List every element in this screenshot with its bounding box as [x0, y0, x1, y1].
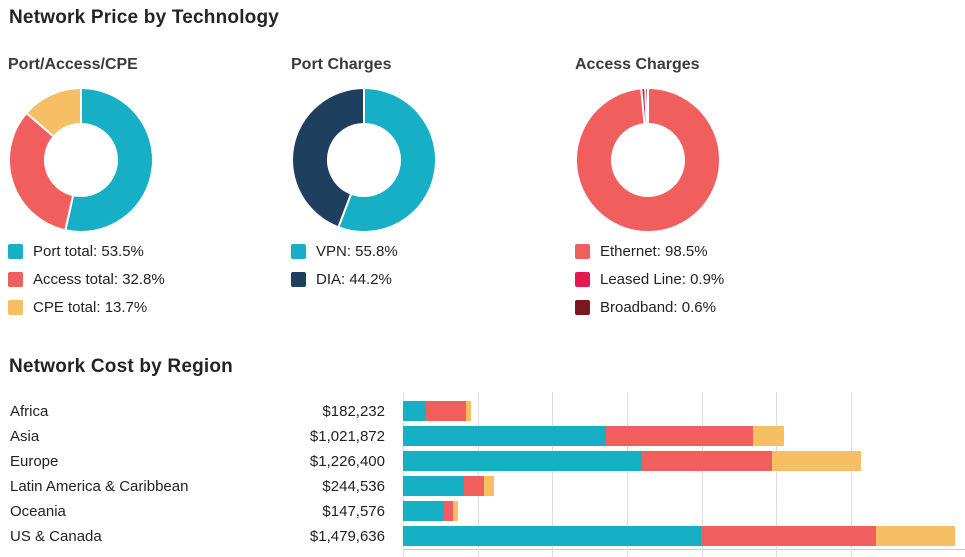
legend-label: Port total: 53.5%: [33, 242, 144, 260]
x-axis-line: [403, 549, 965, 550]
legend-access-charges: Ethernet: 98.5% Leased Line: 0.9% Broadban…: [575, 237, 724, 321]
legend-swatch-cpe-total: [8, 299, 23, 315]
donut-slice-port-total[interactable]: [64, 87, 154, 233]
bar-segment-europe-port[interactable]: [403, 451, 643, 471]
bar-segment-africa-port[interactable]: [403, 401, 427, 421]
donut-access-charges: [575, 87, 721, 233]
legend-swatch-broadband: [575, 299, 590, 315]
legend-item-broadband[interactable]: Broadband: 0.6%: [575, 293, 724, 321]
region-label-oceania: Oceania: [10, 503, 66, 520]
legend-label: Leased Line: 0.9%: [600, 270, 725, 288]
bar-row-asia: [403, 426, 785, 446]
gridline-1000k: [776, 392, 778, 557]
bar-segment-latin-america-caribbean-port[interactable]: [403, 476, 464, 496]
bar-segment-us-canada-port[interactable]: [403, 526, 702, 546]
legend-label: CPE total: 13.7%: [33, 298, 148, 316]
legend-swatch-ethernet: [575, 243, 590, 259]
legend-swatch-dia: [291, 271, 306, 287]
donut-slice-ethernet[interactable]: [575, 87, 721, 233]
gridline-800k: [701, 392, 703, 557]
bar-segment-oceania-port[interactable]: [403, 501, 444, 521]
bar-row-africa: [403, 401, 471, 421]
bar-segment-latin-america-caribbean-access[interactable]: [463, 476, 484, 496]
region-label-europe: Europe: [10, 453, 59, 470]
bar-segment-latin-america-caribbean-cpe[interactable]: [483, 476, 495, 496]
legend-label: Broadband: 0.6%: [600, 298, 716, 316]
donut-slice-vpn[interactable]: [337, 87, 437, 233]
legend-swatch-access-total: [8, 271, 23, 287]
region-label-us-canada: US & Canada: [10, 528, 102, 545]
bar-segment-oceania-cpe[interactable]: [453, 501, 459, 521]
bar-segment-asia-port[interactable]: [403, 426, 607, 446]
region-value-asia: $1,021,872: [309, 428, 385, 445]
bar-segment-europe-access[interactable]: [642, 451, 772, 471]
region-label-asia: Asia: [10, 428, 40, 445]
legend-item-vpn[interactable]: VPN: 55.8%: [291, 237, 398, 265]
bar-segment-europe-cpe[interactable]: [771, 451, 861, 471]
bar-segment-africa-cpe[interactable]: [465, 401, 471, 421]
donut-slice-broadband[interactable]: [644, 87, 649, 126]
section-title-network-cost: Network Cost by Region: [9, 356, 233, 377]
donut-slice-cpe-total[interactable]: [24, 87, 82, 138]
legend-item-cpe-total[interactable]: CPE total: 13.7%: [8, 293, 165, 321]
bar-row-oceania: [403, 501, 459, 521]
region-value-africa: $182,232: [322, 403, 385, 420]
donut-slice-access-total[interactable]: [8, 111, 75, 232]
bar-row-us-canada: [403, 526, 956, 546]
donut-chart-port-access-cpe: Port/Access/CPE Port total: 53.5% Access …: [8, 56, 238, 316]
bar-segment-us-canada-cpe[interactable]: [876, 526, 956, 546]
donut-chart-port-charges: Port Charges VPN: 55.8% DIA: 44.2%: [291, 56, 521, 288]
bar-row-latin-america-caribbean: [403, 476, 495, 496]
region-value-latin-america-caribbean: $244,536: [322, 478, 385, 495]
legend-label: Access total: 32.8%: [33, 270, 165, 288]
donut-chart-access-charges: Access Charges Ethernet: 98.5% Leased Lin…: [575, 56, 805, 316]
chart-title: Access Charges: [575, 56, 700, 73]
legend-item-port-total[interactable]: Port total: 53.5%: [8, 237, 165, 265]
region-value-oceania: $147,576: [322, 503, 385, 520]
gridline-200k: [477, 392, 479, 557]
section-title-network-price: Network Price by Technology: [9, 7, 280, 28]
chart-title: Port/Access/CPE: [8, 56, 138, 73]
legend-item-ethernet[interactable]: Ethernet: 98.5%: [575, 237, 724, 265]
legend-port-access-cpe: Port total: 53.5% Access total: 32.8% CPE …: [8, 237, 165, 321]
gridline-400k: [552, 392, 554, 557]
region-label-latin-america-caribbean: Latin America & Caribbean: [10, 478, 189, 495]
gridline-0k: [403, 392, 404, 557]
bar-segment-asia-access[interactable]: [606, 426, 754, 446]
chart-title: Port Charges: [291, 56, 392, 73]
bar-segment-us-canada-access[interactable]: [701, 526, 877, 546]
legend-swatch-port-total: [8, 243, 23, 259]
legend-swatch-vpn: [291, 243, 306, 259]
bar-segment-asia-cpe[interactable]: [753, 426, 785, 446]
legend-label: VPN: 55.8%: [316, 242, 398, 260]
legend-swatch-leased-line: [575, 271, 590, 287]
gridline-1200k: [850, 392, 852, 557]
region-value-us-canada: $1,479,636: [309, 528, 385, 545]
donut-port-access-cpe: [8, 87, 154, 233]
legend-label: DIA: 44.2%: [316, 270, 392, 288]
legend-item-dia[interactable]: DIA: 44.2%: [291, 265, 398, 293]
bar-chart-plot: [403, 392, 965, 557]
region-value-europe: $1,226,400: [309, 453, 385, 470]
region-label-africa: Africa: [10, 403, 49, 420]
legend-port-charges: VPN: 55.8% DIA: 44.2%: [291, 237, 398, 293]
legend-item-access-total[interactable]: Access total: 32.8%: [8, 265, 165, 293]
legend-item-leased-line[interactable]: Leased Line: 0.9%: [575, 265, 724, 293]
donut-port-charges: [291, 87, 437, 233]
gridline-600k: [626, 392, 628, 557]
bar-segment-oceania-access[interactable]: [444, 501, 453, 521]
legend-label: Ethernet: 98.5%: [600, 242, 708, 260]
donut-slice-dia[interactable]: [291, 87, 365, 229]
bar-segment-africa-access[interactable]: [426, 401, 466, 421]
bar-row-europe: [403, 451, 861, 471]
